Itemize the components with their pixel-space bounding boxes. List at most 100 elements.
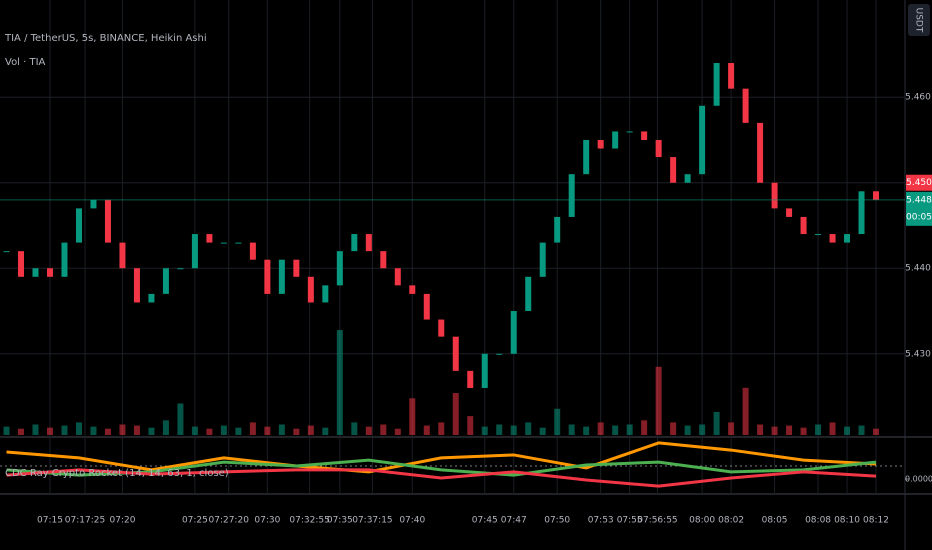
- volume-bar: [641, 420, 648, 435]
- x-tick-label: 07:37:15: [352, 516, 392, 526]
- candle: [728, 63, 735, 89]
- x-tick-label: 07:47: [501, 516, 527, 526]
- chart-title: TIA / TetherUS, 5s, BINANCE, Heikin Ashi: [4, 33, 207, 44]
- volume-bar: [496, 424, 503, 435]
- candle: [293, 259, 300, 277]
- plot: [0, 63, 905, 488]
- volume-bar: [626, 424, 633, 435]
- volume-bar: [452, 393, 459, 435]
- volume-bar: [148, 427, 155, 435]
- volume-bar: [699, 424, 706, 435]
- x-tick-label: 07:53: [588, 516, 614, 526]
- volume-bar: [394, 428, 401, 435]
- volume-bar: [235, 427, 242, 435]
- volume-bar: [684, 425, 691, 435]
- x-tick-label: 07:17:25: [65, 516, 105, 526]
- volume-bar: [481, 426, 488, 435]
- volume-bar: [18, 428, 25, 435]
- volume-bar: [554, 408, 561, 435]
- candle: [757, 122, 764, 183]
- volume-bar: [597, 422, 604, 435]
- candle: [583, 139, 590, 175]
- volume-bar: [119, 424, 126, 435]
- volume-bar: [467, 416, 474, 435]
- candle: [119, 242, 126, 269]
- candle: [307, 276, 314, 303]
- candle: [148, 293, 155, 303]
- volume-bar: [133, 425, 140, 435]
- candle: [829, 234, 836, 243]
- x-tick-label: 08:10: [834, 516, 860, 526]
- x-tick-label: 07:35: [327, 516, 353, 526]
- candle: [641, 131, 648, 140]
- last-price-tag: [906, 191, 932, 226]
- volume-bar: [510, 425, 517, 435]
- x-tick-label: 08:02: [718, 516, 744, 526]
- last-price-label: 5.448: [906, 195, 932, 205]
- candle: [90, 199, 97, 209]
- x-tick-label: 08:05: [762, 516, 788, 526]
- marker-price-label: 5.450: [906, 178, 932, 188]
- volume-bar: [206, 428, 213, 435]
- candle: [18, 251, 25, 277]
- x-tick-label: 07:25: [182, 516, 208, 526]
- volume-bar: [380, 424, 387, 435]
- candle: [380, 251, 387, 269]
- candle: [423, 293, 430, 320]
- candle: [322, 285, 329, 303]
- volume-bar: [829, 422, 836, 435]
- candle: [510, 311, 517, 354]
- candle: [235, 242, 242, 244]
- volume-bar: [278, 424, 285, 435]
- candle: [191, 234, 198, 269]
- candle: [61, 242, 68, 277]
- volume-label: Vol · TIA: [5, 57, 46, 68]
- indicator-line: [6, 468, 877, 488]
- candle: [670, 157, 677, 183]
- y-tick-label: 5.460: [905, 93, 931, 103]
- volume-bar: [786, 425, 793, 435]
- volume-bar: [264, 426, 271, 435]
- x-tick-label: 08:08: [805, 516, 831, 526]
- candle: [452, 336, 459, 371]
- currency-button[interactable]: [908, 4, 930, 36]
- volume-bar: [858, 425, 865, 435]
- x-tick-label: 07:20: [109, 516, 135, 526]
- volume-bar: [307, 425, 314, 435]
- candle: [394, 268, 401, 286]
- volume-bar: [670, 422, 677, 435]
- x-tick-label: 07:40: [399, 516, 425, 526]
- candle: [873, 191, 880, 200]
- candle: [133, 268, 140, 303]
- x-tick-label: 07:56:55: [637, 516, 677, 526]
- volume-bar: [742, 387, 749, 435]
- currency-label[interactable]: USDT: [914, 8, 924, 33]
- x-tick-label: 07:45: [472, 516, 498, 526]
- volume-bar: [713, 411, 720, 435]
- volume-bar: [438, 422, 445, 435]
- candle: [568, 174, 575, 217]
- volume-bar: [612, 425, 619, 435]
- volume-bar: [815, 424, 822, 435]
- candle: [800, 216, 807, 235]
- candle: [539, 242, 546, 277]
- overlay: TIA / TetherUS, 5s, BINANCE, Heikin Ashi…: [4, 4, 930, 479]
- candle: [278, 259, 285, 294]
- volume-bar: [583, 426, 590, 435]
- candle: [220, 242, 227, 244]
- candle: [496, 353, 503, 355]
- volume-bar: [728, 422, 735, 435]
- indicator-line: [6, 458, 877, 477]
- grid: [0, 0, 905, 494]
- indicator-line: [6, 441, 877, 474]
- candle: [815, 234, 822, 236]
- candle: [264, 259, 271, 294]
- candle: [844, 234, 851, 243]
- candle: [771, 182, 778, 209]
- x-tick-label: 07:27:20: [209, 516, 250, 526]
- volume-bar: [655, 366, 662, 435]
- volume-bar: [525, 422, 532, 435]
- volume-bar: [409, 398, 416, 435]
- x-tick-label: 08:12: [863, 516, 889, 526]
